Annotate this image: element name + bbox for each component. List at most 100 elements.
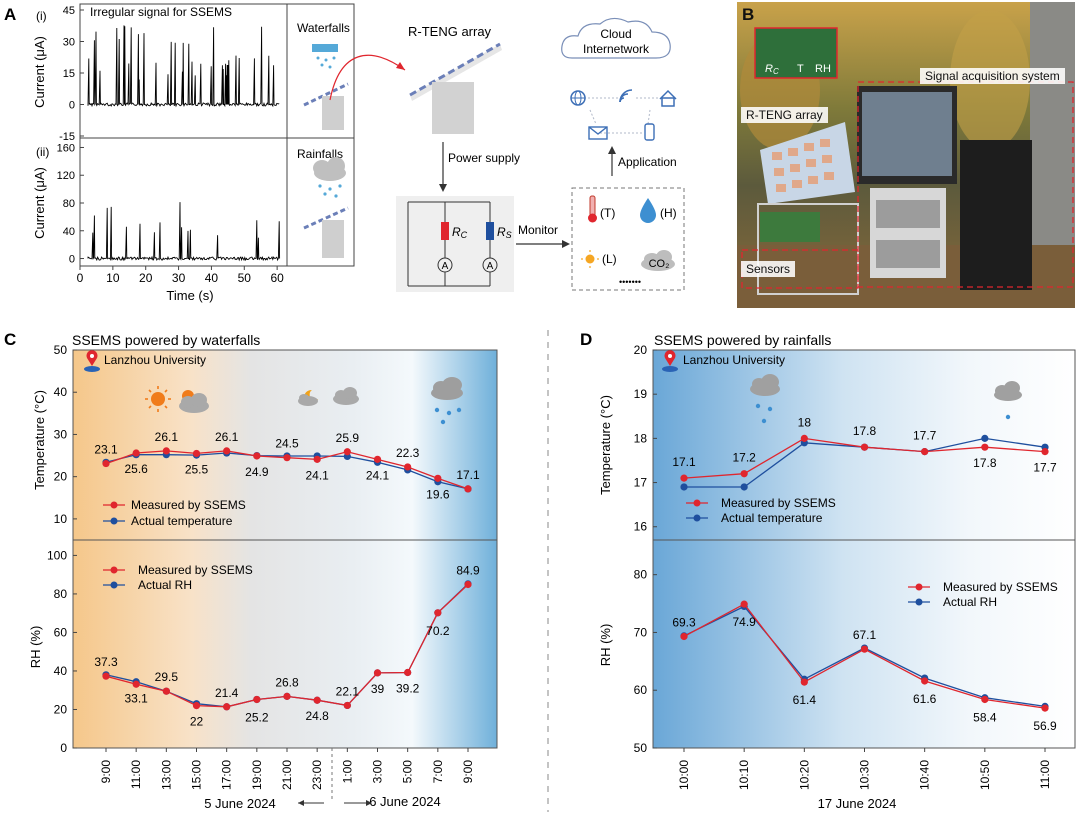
y-tick-label: 19 bbox=[634, 387, 648, 401]
x-tick-label: 11:00 bbox=[129, 760, 143, 789]
data-label: 21.4 bbox=[215, 686, 239, 700]
x-tick-label: 10 bbox=[106, 271, 120, 285]
y-tick-label: 20 bbox=[54, 470, 68, 484]
data-point bbox=[981, 695, 989, 704]
data-point bbox=[680, 474, 688, 482]
panel-c-plot-background bbox=[73, 350, 497, 748]
resistor-rc-icon bbox=[441, 222, 449, 240]
plot-i-y-ticks: 45 30 15 0 -15 bbox=[59, 5, 84, 143]
data-label: 17.2 bbox=[732, 451, 756, 465]
photo-panel-b bbox=[737, 2, 1075, 308]
data-label: 25.6 bbox=[124, 462, 148, 476]
ammeter-1-label: A bbox=[442, 261, 449, 272]
data-label: 18 bbox=[798, 415, 812, 429]
plot-i-current-trace bbox=[87, 25, 280, 108]
rain-cloud-icon-d1 bbox=[750, 374, 780, 424]
y-tick-label: 40 bbox=[54, 385, 68, 399]
cloud-line-2: Internetwork bbox=[583, 42, 650, 56]
data-label: 24.8 bbox=[305, 709, 329, 723]
inset-rc-label: RC bbox=[765, 63, 779, 76]
panel-c-rh-y-label: RH (%) bbox=[28, 626, 43, 669]
x-tick-label: 7:00 bbox=[431, 760, 445, 784]
inset-t-label: T bbox=[797, 63, 804, 75]
plot-i-y-axis-label: Current (μA) bbox=[32, 36, 47, 108]
data-point bbox=[102, 459, 110, 468]
data-point bbox=[343, 448, 351, 456]
panel-d-legend-measured-rh: Measured by SSEMS bbox=[943, 580, 1058, 594]
x-tick-label: 20 bbox=[139, 271, 153, 285]
rain-cloud-icon-d2 bbox=[994, 381, 1022, 420]
y-tick-label: 16 bbox=[634, 520, 648, 534]
plot-ii-x-axis-label: Time (s) bbox=[166, 288, 213, 303]
data-label: 17.7 bbox=[1033, 461, 1057, 475]
data-label: 26.8 bbox=[275, 675, 299, 689]
ammeter-1-icon bbox=[437, 257, 453, 273]
rteng-array-photo-label: R-TENG array bbox=[741, 107, 828, 123]
y-tick-label: 160 bbox=[57, 142, 75, 154]
sensor-t-label: (T) bbox=[600, 206, 615, 220]
rteng-electrode-icon bbox=[409, 42, 501, 97]
monitor-label: Monitor bbox=[518, 223, 558, 237]
sun-icon-c1 bbox=[145, 386, 171, 412]
x-tick-label: 5:00 bbox=[401, 760, 415, 784]
y-tick-label: 40 bbox=[63, 226, 75, 238]
data-point bbox=[162, 447, 170, 455]
data-label: 17.8 bbox=[853, 424, 877, 438]
data-label: 74.9 bbox=[732, 615, 756, 629]
data-label: 22.1 bbox=[336, 684, 360, 698]
cloud-icon bbox=[561, 17, 671, 59]
circuit-background bbox=[396, 196, 514, 292]
data-point bbox=[680, 483, 688, 491]
waterfall-drops-icon bbox=[316, 56, 336, 69]
x-tick-label: 23:00 bbox=[310, 760, 324, 790]
data-point bbox=[253, 452, 261, 460]
data-point bbox=[132, 680, 140, 688]
y-tick-label: 50 bbox=[634, 741, 648, 755]
data-label: 26.1 bbox=[155, 430, 179, 444]
data-point bbox=[740, 600, 748, 608]
plot-ii-current-trace bbox=[87, 202, 281, 262]
panel-d-temp-legend: Measured by SSEMS Actual temperature bbox=[686, 496, 836, 525]
x-tick-label: 9:00 bbox=[461, 760, 475, 784]
panel-d-legend-measured: Measured by SSEMS bbox=[721, 496, 836, 510]
data-label: 25.5 bbox=[185, 462, 209, 476]
y-tick-label: 0 bbox=[69, 254, 75, 266]
data-point bbox=[404, 668, 412, 677]
data-label: 24.5 bbox=[275, 437, 299, 451]
red-connector-arrowhead bbox=[396, 62, 405, 70]
panel-c-x-ticks: 9:00 11:00 13:00 15:00 17:00 19:00 21:00 23:00 1… bbox=[99, 748, 475, 790]
y-tick-label: 120 bbox=[57, 170, 75, 182]
data-point bbox=[434, 609, 442, 617]
data-point bbox=[283, 692, 291, 700]
data-label: 17.1 bbox=[456, 468, 480, 482]
y-tick-label: 50 bbox=[54, 343, 68, 357]
thermometer-icon bbox=[588, 195, 597, 223]
data-label: 17.8 bbox=[973, 456, 997, 470]
x-tick-label: 10:10 bbox=[737, 760, 751, 790]
panel-c-legend-actual-temp: Actual temperature bbox=[131, 514, 233, 528]
x-tick-label: 10:30 bbox=[858, 760, 872, 790]
x-tick-label: 50 bbox=[238, 271, 252, 285]
x-tick-label: 13:00 bbox=[159, 760, 173, 790]
rc-label: RC bbox=[452, 225, 468, 240]
phone-icon bbox=[644, 123, 655, 141]
network-links bbox=[584, 97, 660, 134]
data-label: 17.7 bbox=[913, 429, 937, 443]
signal-acquisition-label: Signal acquisition system bbox=[920, 68, 1065, 84]
y-tick-label: 20 bbox=[54, 702, 68, 716]
panel-c-plot-frame bbox=[72, 349, 498, 749]
panel-d-temperature-plot: 20 19 18 17 16 17.1 17.2 18 17.8 17.7 17.8 17.7 bbox=[634, 343, 1057, 534]
data-point bbox=[102, 672, 110, 680]
y-tick-label: 60 bbox=[54, 625, 68, 639]
data-point bbox=[680, 632, 688, 641]
sensor-l-label: (L) bbox=[602, 252, 617, 266]
data-point bbox=[860, 443, 869, 451]
data-point bbox=[253, 695, 261, 704]
resistor-rs-icon bbox=[486, 222, 494, 240]
cloud-icon-c bbox=[333, 387, 359, 405]
data-point bbox=[464, 485, 472, 493]
data-point bbox=[1041, 704, 1049, 712]
y-tick-label: 60 bbox=[634, 683, 648, 697]
data-label: 24.1 bbox=[366, 468, 390, 482]
data-label: 22.3 bbox=[396, 446, 420, 460]
